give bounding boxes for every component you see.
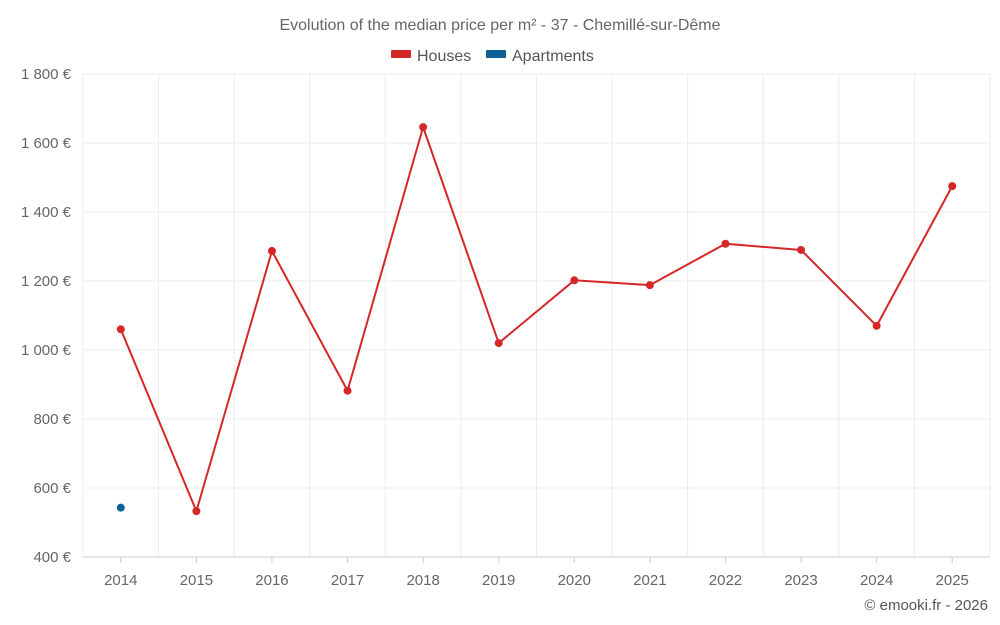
x-tick-label: 2014 <box>104 572 137 589</box>
x-tick-label: 2024 <box>860 572 893 589</box>
data-point-houses-2018[interactable] <box>419 123 428 132</box>
series-line-houses <box>119 126 954 513</box>
y-tick-label: 1 000 € <box>21 342 72 359</box>
y-tick-label: 1 400 € <box>21 204 72 221</box>
data-point-houses-2024[interactable] <box>872 321 881 330</box>
series-houses <box>116 123 957 516</box>
y-tick-label: 800 € <box>33 411 71 428</box>
legend-swatch-apartments <box>486 50 506 58</box>
y-tick-label: 400 € <box>33 549 71 566</box>
legend-label-houses: Houses <box>417 48 471 65</box>
legend: Houses Apartments <box>391 48 594 65</box>
y-tick-label: 1 200 € <box>21 273 72 290</box>
x-tick-label: 2020 <box>558 572 591 589</box>
x-tick-label: 2021 <box>633 572 666 589</box>
data-point-houses-2015[interactable] <box>192 507 201 516</box>
x-tick-label: 2017 <box>331 572 364 589</box>
x-tick-label: 2023 <box>784 572 817 589</box>
legend-item-houses[interactable]: Houses <box>391 48 471 65</box>
data-point-houses-2023[interactable] <box>797 245 806 254</box>
x-tick-label: 2015 <box>180 572 213 589</box>
x-tick-label: 2016 <box>255 572 288 589</box>
y-tick-label: 600 € <box>33 480 71 497</box>
data-point-houses-2017[interactable] <box>343 386 352 395</box>
data-point-houses-2016[interactable] <box>267 246 276 255</box>
data-point-apartments-2014[interactable] <box>116 503 125 512</box>
y-axis: 400 € 600 € 800 € 1 000 € 1 200 € 1 400 € 1 60… <box>21 66 72 566</box>
x-tick-label: 2018 <box>406 572 439 589</box>
series-layer <box>116 123 957 516</box>
data-point-houses-2019[interactable] <box>494 339 503 348</box>
y-tick-label: 1 600 € <box>21 135 72 152</box>
data-point-houses-2022[interactable] <box>721 239 730 248</box>
data-point-houses-2014[interactable] <box>116 325 125 334</box>
legend-swatch-houses <box>391 50 411 58</box>
legend-item-apartments[interactable]: Apartments <box>486 48 594 65</box>
x-tick-label: 2025 <box>936 572 969 589</box>
y-tick-label: 1 800 € <box>21 66 72 83</box>
data-point-houses-2025[interactable] <box>948 182 957 191</box>
grid <box>82 73 991 558</box>
legend-label-apartments: Apartments <box>512 48 594 65</box>
chart-credit: © emooki.fr - 2026 <box>864 597 988 614</box>
x-axis: 2014 2015 2016 2017 2018 2019 2020 2021 2022 2023… <box>104 557 969 589</box>
series-apartments <box>116 503 125 512</box>
chart-title: Evolution of the median price per m² - 3… <box>279 17 720 34</box>
data-point-houses-2020[interactable] <box>570 276 579 285</box>
data-point-houses-2021[interactable] <box>645 281 654 290</box>
x-tick-label: 2019 <box>482 572 515 589</box>
x-tick-label: 2022 <box>709 572 742 589</box>
